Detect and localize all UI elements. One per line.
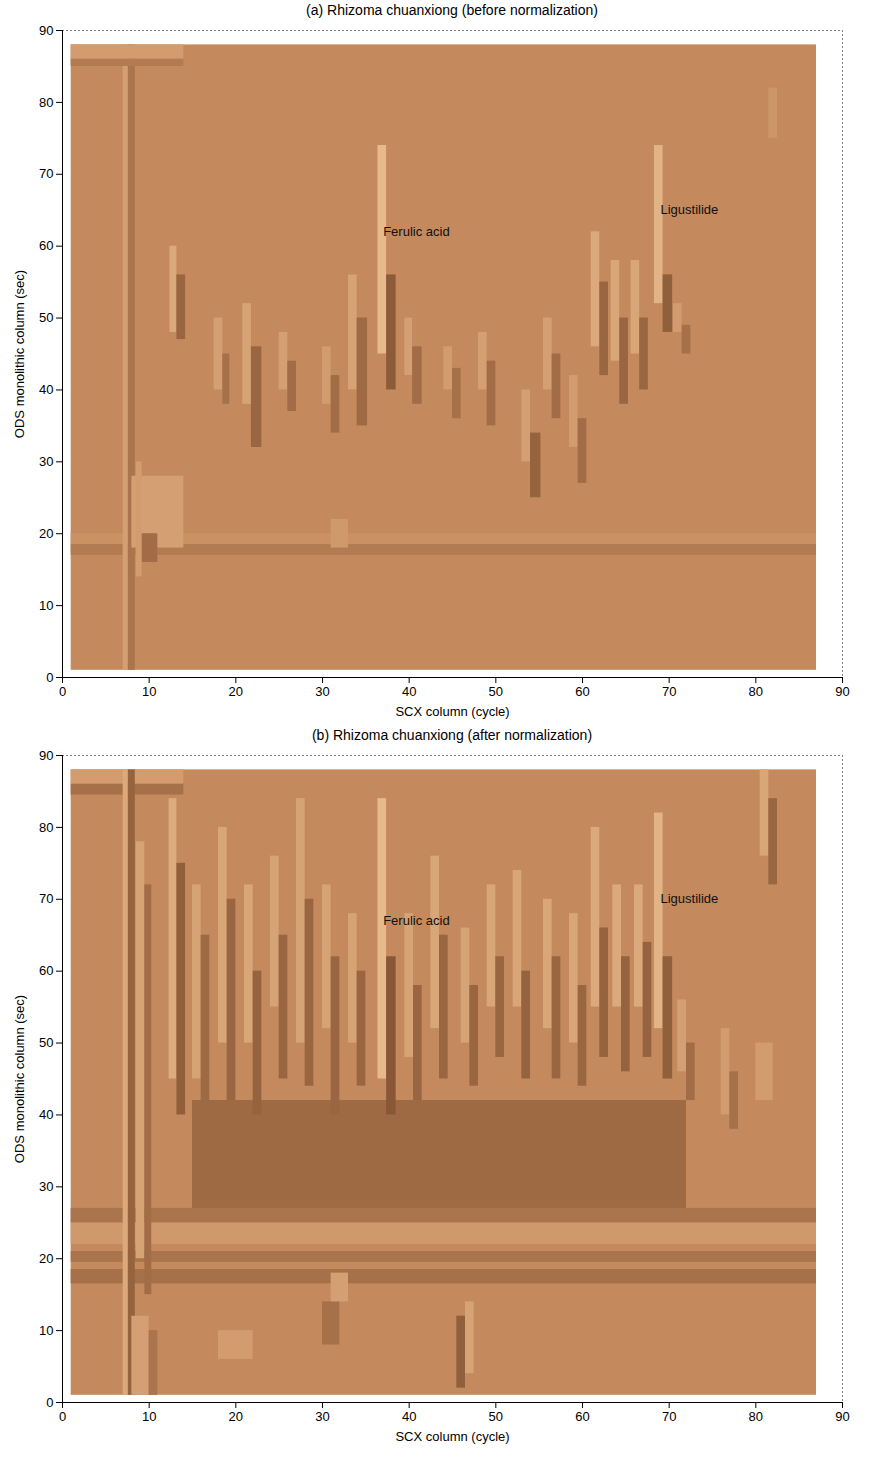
- svg-text:50: 50: [39, 310, 53, 325]
- svg-text:10: 10: [39, 1323, 53, 1338]
- svg-text:60: 60: [575, 684, 589, 699]
- svg-text:70: 70: [662, 1409, 676, 1424]
- svg-text:SCX column (cycle): SCX column (cycle): [395, 1429, 509, 1444]
- svg-text:30: 30: [39, 1179, 53, 1194]
- svg-text:50: 50: [489, 684, 503, 699]
- svg-text:0: 0: [46, 670, 53, 685]
- svg-text:80: 80: [749, 684, 763, 699]
- svg-text:40: 40: [402, 1409, 416, 1424]
- svg-text:40: 40: [402, 684, 416, 699]
- svg-text:Ligustilide: Ligustilide: [661, 202, 719, 217]
- svg-text:60: 60: [575, 1409, 589, 1424]
- svg-text:10: 10: [39, 598, 53, 613]
- svg-text:30: 30: [39, 454, 53, 469]
- svg-text:20: 20: [229, 684, 243, 699]
- svg-text:50: 50: [489, 1409, 503, 1424]
- svg-text:Ligustilide: Ligustilide: [661, 891, 719, 906]
- svg-text:30: 30: [315, 684, 329, 699]
- svg-text:ODS monolithic column (sec): ODS monolithic column (sec): [12, 995, 27, 1163]
- svg-text:ODS monolithic column (sec): ODS monolithic column (sec): [12, 270, 27, 438]
- svg-text:80: 80: [39, 95, 53, 110]
- svg-text:80: 80: [39, 820, 53, 835]
- svg-text:0: 0: [46, 1395, 53, 1410]
- svg-text:70: 70: [39, 166, 53, 181]
- html-text:(a) Rhizoma chuanxiong (before: (a) Rhizoma chuanxiong (before normaliza…: [306, 2, 598, 18]
- html-text:(b) Rhizoma chuanxiong (after: (b) Rhizoma chuanxiong (after normalizat…: [311, 727, 593, 743]
- svg-text:20: 20: [39, 526, 53, 541]
- svg-text:40: 40: [39, 1107, 53, 1122]
- svg-text:90: 90: [39, 23, 53, 38]
- svg-text:0: 0: [59, 684, 66, 699]
- svg-text:80: 80: [749, 1409, 763, 1424]
- svg-text:40: 40: [39, 382, 53, 397]
- svg-text:90: 90: [835, 684, 849, 699]
- svg-text:90: 90: [39, 748, 53, 763]
- svg-text:20: 20: [39, 1251, 53, 1266]
- svg-text:50: 50: [39, 1035, 53, 1050]
- svg-text:20: 20: [229, 1409, 243, 1424]
- svg-text:SCX column (cycle): SCX column (cycle): [395, 704, 509, 719]
- svg-text:60: 60: [39, 238, 53, 253]
- svg-text:10: 10: [142, 684, 156, 699]
- svg-text:60: 60: [39, 963, 53, 978]
- svg-text:Ferulic acid: Ferulic acid: [383, 913, 449, 928]
- svg-text:30: 30: [315, 1409, 329, 1424]
- svg-text:90: 90: [835, 1409, 849, 1424]
- svg-text:0: 0: [59, 1409, 66, 1424]
- svg-text:10: 10: [142, 1409, 156, 1424]
- svg-text:Ferulic acid: Ferulic acid: [383, 224, 449, 239]
- svg-text:70: 70: [662, 684, 676, 699]
- svg-text:70: 70: [39, 891, 53, 906]
